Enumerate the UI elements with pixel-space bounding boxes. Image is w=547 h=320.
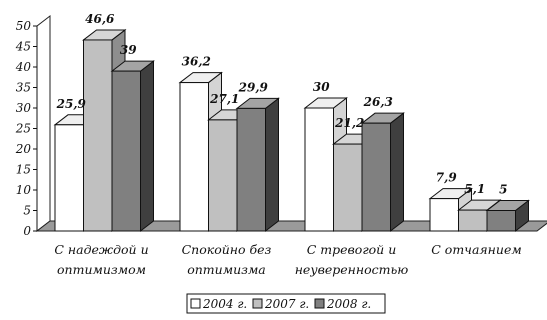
data-label: 27,1 bbox=[209, 92, 239, 106]
data-label: 5 bbox=[499, 183, 507, 197]
y-tick-label: 45 bbox=[15, 40, 31, 54]
category-label: Спокойно без bbox=[182, 242, 272, 257]
bar-front bbox=[179, 82, 209, 232]
data-label: 30 bbox=[313, 80, 330, 94]
y-axis: 0 5 10 15 20 25 30 35 40 45 50 bbox=[15, 19, 38, 238]
bar-front bbox=[111, 70, 141, 232]
data-label: 5,1 bbox=[464, 182, 485, 196]
data-label: 46,6 bbox=[85, 12, 115, 26]
data-label: 21,2 bbox=[334, 116, 364, 130]
bar bbox=[360, 112, 405, 233]
data-labels: 25,9 46,6 39 36,2 27,129,9 30 21,2 26,3 7,9 5,1 5 bbox=[56, 12, 508, 197]
category-label: неуверенностью bbox=[295, 262, 409, 277]
bar-front bbox=[208, 119, 238, 232]
category-labels: С надеждой и оптимизмом Спокойно без оптими… bbox=[54, 242, 521, 277]
data-label: 39 bbox=[120, 43, 137, 57]
category-label: С надеждой и bbox=[54, 242, 148, 257]
y-tick-label: 5 bbox=[23, 204, 31, 218]
y-tick-label: 35 bbox=[16, 81, 31, 95]
bars bbox=[53, 28, 530, 233]
bar-front bbox=[236, 107, 266, 232]
data-label: 36,2 bbox=[182, 55, 211, 69]
category-label: оптимизма bbox=[187, 262, 266, 277]
bar-front bbox=[361, 122, 391, 232]
side-wall bbox=[36, 14, 51, 233]
category-label: С тревогой и bbox=[307, 242, 397, 257]
bar-side bbox=[265, 97, 279, 233]
bar-front bbox=[486, 210, 516, 232]
legend-swatch bbox=[314, 298, 325, 309]
legend-label: 2008 г. bbox=[326, 297, 371, 311]
bar-front bbox=[333, 143, 363, 232]
y-tick-label: 50 bbox=[16, 19, 32, 33]
category-label: С отчаянием bbox=[431, 242, 521, 257]
bar-front bbox=[83, 39, 113, 232]
bar-side bbox=[140, 60, 154, 233]
bar-front bbox=[458, 209, 488, 232]
y-tick-label: 10 bbox=[16, 183, 32, 197]
bar-side bbox=[390, 112, 404, 233]
y-tick-label: 30 bbox=[16, 101, 32, 115]
legend-swatch bbox=[190, 298, 201, 309]
data-label: 29,9 bbox=[238, 80, 269, 94]
y-tick-label: 0 bbox=[23, 224, 31, 238]
legend-box bbox=[186, 293, 386, 314]
legend-swatch bbox=[252, 298, 263, 309]
bar-front bbox=[429, 198, 459, 232]
legend-label: 2004 г. bbox=[202, 297, 247, 311]
category-label: оптимизмом bbox=[57, 262, 146, 277]
data-label: 25,9 bbox=[56, 97, 87, 111]
data-label: 26,3 bbox=[363, 95, 393, 109]
bar bbox=[485, 199, 530, 233]
legend: 2004 г. 2007 г. 2008 г. bbox=[186, 293, 386, 314]
y-tick-label: 15 bbox=[16, 163, 31, 177]
y-tick-label: 40 bbox=[15, 60, 32, 74]
bar-front bbox=[54, 124, 84, 232]
bar-front bbox=[304, 107, 334, 232]
bar bbox=[235, 97, 280, 233]
bar bbox=[110, 60, 155, 233]
data-label: 7,9 bbox=[436, 171, 458, 185]
y-tick-label: 20 bbox=[15, 142, 32, 156]
legend-label: 2007 г. bbox=[264, 297, 309, 311]
y-tick-label: 25 bbox=[15, 122, 31, 136]
